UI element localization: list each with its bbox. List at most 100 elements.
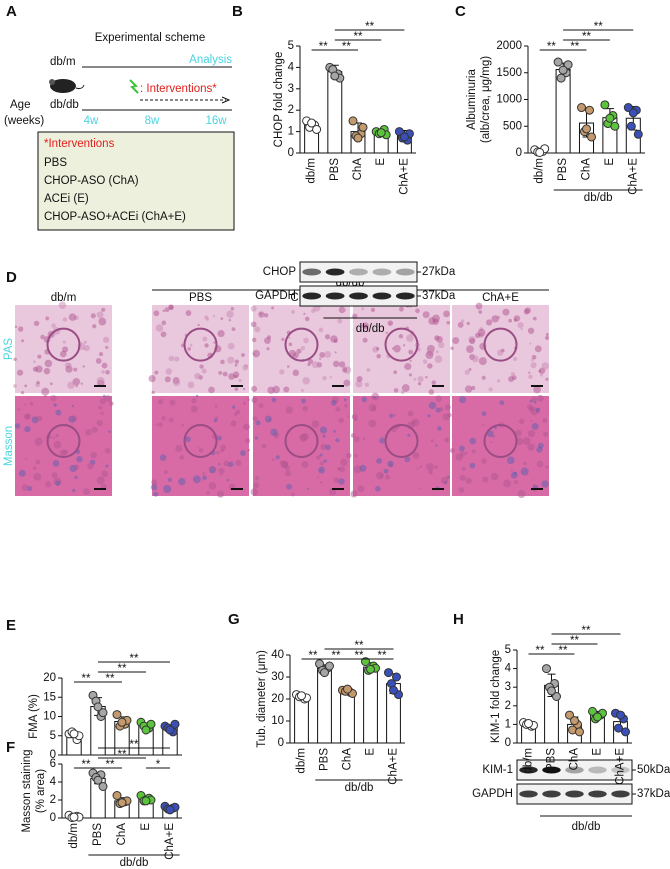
tissue-texture — [353, 417, 358, 422]
y-tick-label: 2000 — [496, 40, 522, 52]
tissue-texture — [471, 355, 479, 363]
timepoint: 8w — [145, 115, 160, 127]
significance-label: ** — [559, 645, 568, 657]
tissue-texture — [58, 301, 67, 310]
tissue-texture — [428, 317, 436, 325]
tissue-texture — [337, 318, 343, 324]
data-point — [621, 727, 630, 737]
tissue-texture — [83, 340, 87, 344]
tissue-texture — [261, 443, 267, 449]
tissue-texture — [53, 403, 57, 407]
tissue-texture — [55, 409, 62, 416]
blot-band — [588, 766, 607, 774]
tissue-texture — [280, 460, 289, 469]
tissue-texture — [244, 438, 251, 444]
tissue-texture — [513, 471, 517, 475]
band-size: 37kDa — [422, 290, 456, 302]
y-axis-label: Albuminuria — [466, 69, 478, 130]
tissue-texture — [458, 487, 465, 493]
data-point — [392, 672, 401, 682]
data-point — [366, 664, 375, 674]
tissue-texture — [98, 352, 104, 357]
tissue-texture — [24, 414, 30, 420]
blot-band — [588, 790, 607, 798]
tissue-texture — [254, 475, 260, 481]
tissue-texture — [401, 384, 410, 392]
tissue-texture — [338, 468, 341, 471]
tissue-texture — [255, 420, 261, 426]
tissue-texture — [101, 370, 105, 374]
micrograph — [152, 396, 249, 496]
significance-label: ** — [332, 650, 341, 662]
tissue-texture — [325, 444, 331, 451]
tissue-texture — [288, 342, 293, 347]
tissue-texture — [531, 354, 537, 360]
tissue-texture — [431, 380, 437, 385]
tissue-texture — [291, 492, 295, 497]
significance-label: ** — [118, 663, 127, 675]
tissue-texture — [411, 420, 416, 425]
tissue-texture — [41, 387, 50, 396]
data-point — [588, 706, 597, 716]
tissue-texture — [488, 387, 493, 392]
tissue-texture — [210, 466, 214, 470]
tissue-texture — [324, 334, 331, 340]
tissue-texture — [368, 419, 377, 428]
x-tick-label: PBS — [557, 158, 569, 181]
tissue-texture — [524, 307, 531, 314]
data-point — [117, 717, 127, 727]
tissue-texture — [227, 356, 235, 364]
data-point — [320, 668, 329, 678]
tissue-texture — [16, 369, 24, 376]
tissue-texture — [75, 385, 78, 388]
y-axis-label: (alb/crea, μg/mg) — [480, 56, 492, 143]
tissue-texture — [417, 375, 424, 382]
x-tick-label: db/m — [523, 748, 535, 774]
tissue-texture — [331, 400, 337, 406]
y-tick-label: 4 — [50, 776, 57, 788]
tissue-texture — [376, 471, 384, 480]
tissue-texture — [301, 461, 309, 469]
data-point — [552, 692, 561, 701]
tissue-texture — [435, 444, 438, 447]
tissue-texture — [437, 426, 442, 431]
tissue-texture — [335, 406, 341, 412]
tissue-texture — [253, 482, 260, 489]
tissue-texture — [428, 401, 437, 410]
tissue-texture — [32, 360, 36, 364]
tissue-texture — [318, 327, 324, 333]
tissue-texture — [466, 345, 474, 354]
tissue-texture — [343, 398, 347, 402]
tissue-texture — [520, 327, 523, 331]
panel-label: C — [455, 3, 466, 20]
age-label: Age — [10, 99, 30, 111]
y-axis-label: KIM-1 fold change — [490, 650, 502, 743]
column-label: PBS — [189, 292, 212, 304]
data-point — [146, 719, 156, 729]
tissue-texture — [482, 476, 489, 483]
blot-band — [349, 268, 368, 276]
tissue-texture — [172, 378, 181, 387]
blot-band — [372, 268, 392, 276]
tissue-texture — [230, 307, 235, 311]
data-point — [384, 668, 393, 678]
y-tick-label: 1 — [505, 718, 511, 730]
y-tick-label: 0 — [505, 737, 511, 749]
group-label: db/db — [572, 821, 601, 833]
tissue-texture — [515, 429, 522, 437]
tissue-texture — [383, 468, 389, 474]
tissue-texture — [406, 334, 414, 342]
tissue-texture — [228, 318, 232, 322]
panel-label: G — [228, 611, 240, 628]
tissue-texture — [160, 331, 167, 338]
tissue-texture — [466, 321, 470, 326]
tissue-texture — [468, 368, 472, 371]
tissue-texture — [510, 469, 514, 472]
blot-band — [302, 292, 322, 300]
tissue-texture — [435, 407, 441, 413]
tissue-texture — [471, 385, 476, 391]
y-tick-label: 500 — [503, 120, 522, 132]
tissue-texture — [319, 426, 328, 434]
blot-band — [395, 268, 415, 276]
glomerulus — [46, 424, 81, 458]
